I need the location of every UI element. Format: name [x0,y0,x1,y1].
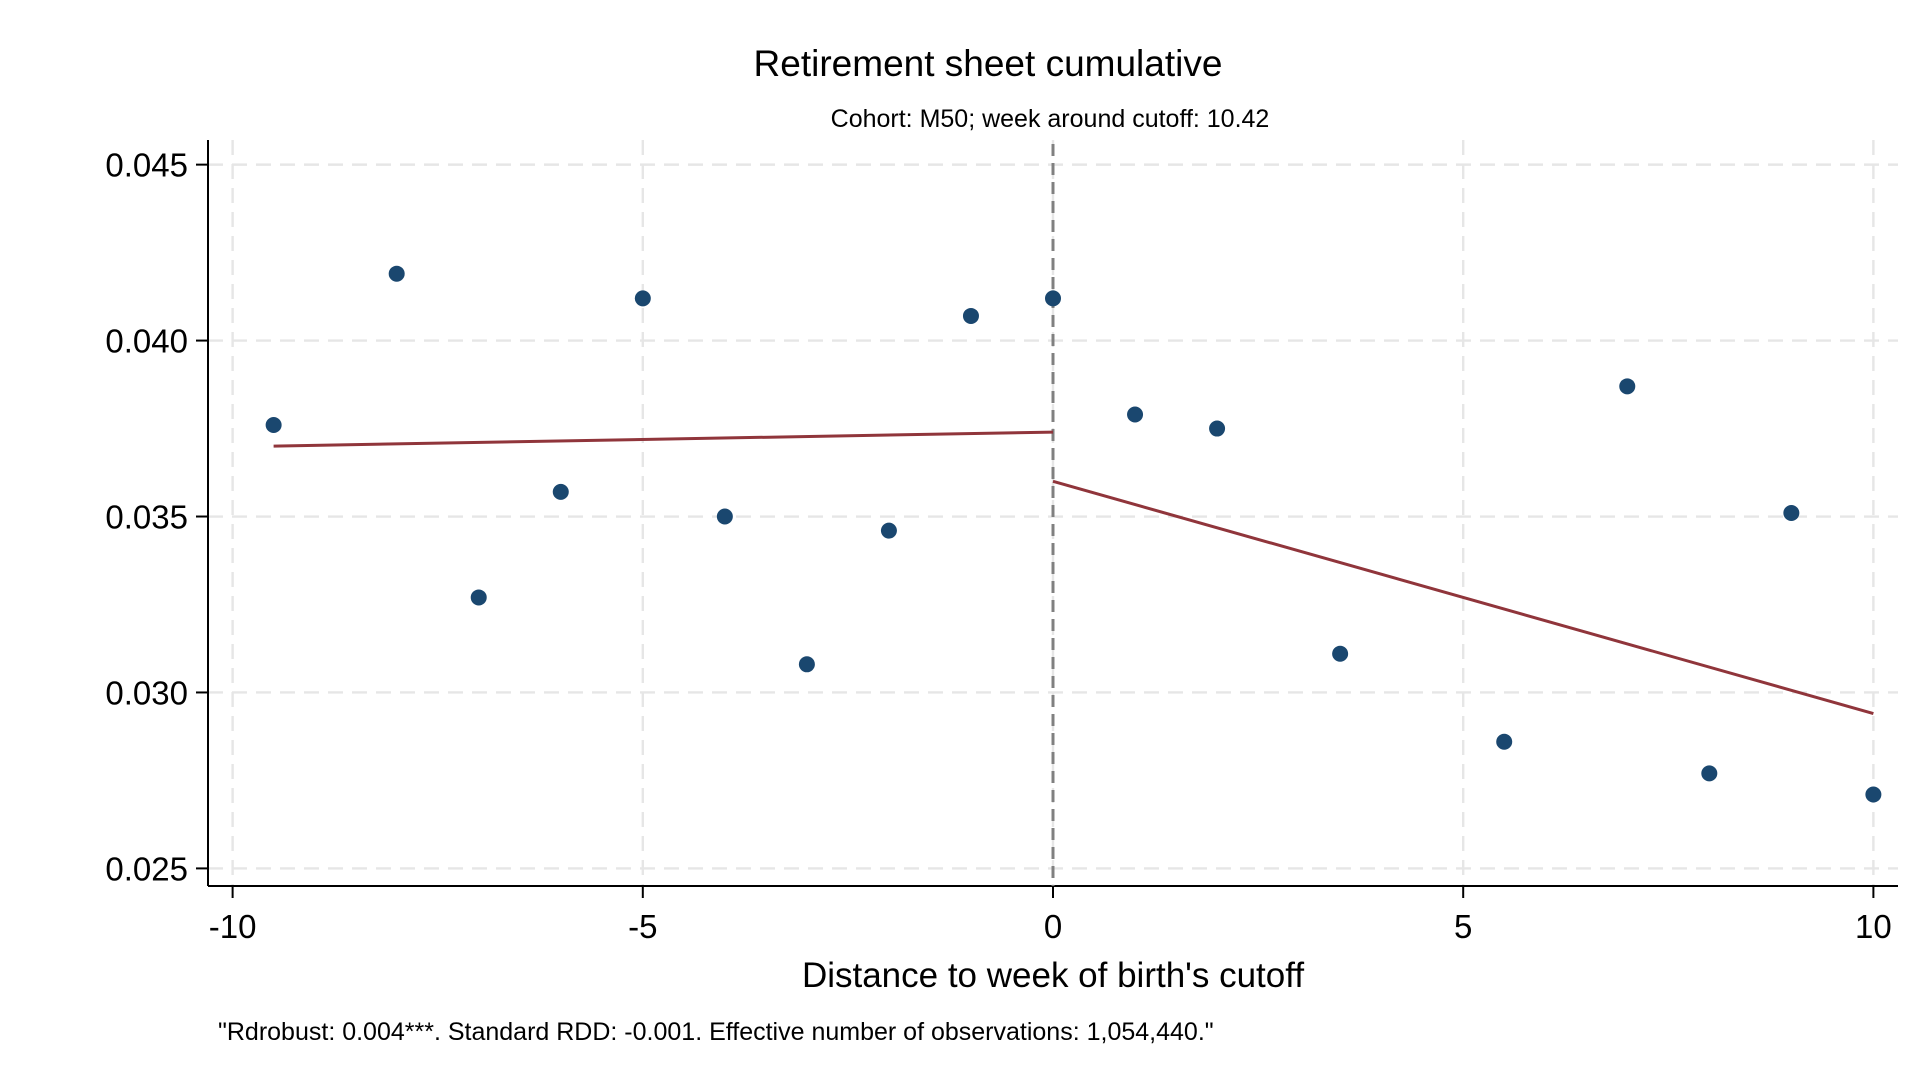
x-tick-label: -5 [628,908,657,945]
fit-line [1052,479,1874,716]
fit-lines [273,430,1874,716]
data-point [1209,420,1226,437]
x-tick-label: 10 [1855,908,1892,945]
tick-labels: 0.025 0.030 0.035 0.040 0.045 -10 -5 0 5 10 [105,147,1891,945]
chart-title: Retirement sheet cumulative [754,43,1223,84]
x-axis-label: Distance to week of birth's cutoff [802,956,1304,995]
chart-subtitle: Cohort: M50; week around cutoff: 10.42 [831,105,1270,133]
data-point [1783,505,1800,521]
data-point [1127,406,1144,423]
y-tick-label: 0.025 [105,850,188,887]
x-tick-label: 5 [1454,908,1472,945]
data-point [265,417,282,434]
data-point [1865,786,1882,803]
y-tick-label: 0.040 [105,323,188,360]
chart-note: "Rdrobust: 0.004***. Standard RDD: -0.00… [218,1018,1214,1046]
data-point [716,508,733,525]
data-point [388,265,405,282]
data-point [1045,290,1061,307]
axes [196,140,1898,898]
data-point [1619,378,1636,395]
x-tick-label: -10 [209,908,257,945]
data-point [1496,733,1513,750]
y-tick-label: 0.035 [105,499,188,536]
data-point [634,290,651,307]
fit-line [273,430,1054,448]
data-point [1332,645,1349,662]
data-points [265,265,1882,803]
data-point [962,307,979,324]
data-point [552,483,569,500]
y-tick-label: 0.030 [105,674,188,711]
data-point [798,656,815,673]
y-tick-label: 0.045 [105,147,188,184]
data-point [880,522,897,539]
data-point [470,589,487,606]
data-point [1701,765,1718,782]
x-tick-label: 0 [1044,908,1062,945]
